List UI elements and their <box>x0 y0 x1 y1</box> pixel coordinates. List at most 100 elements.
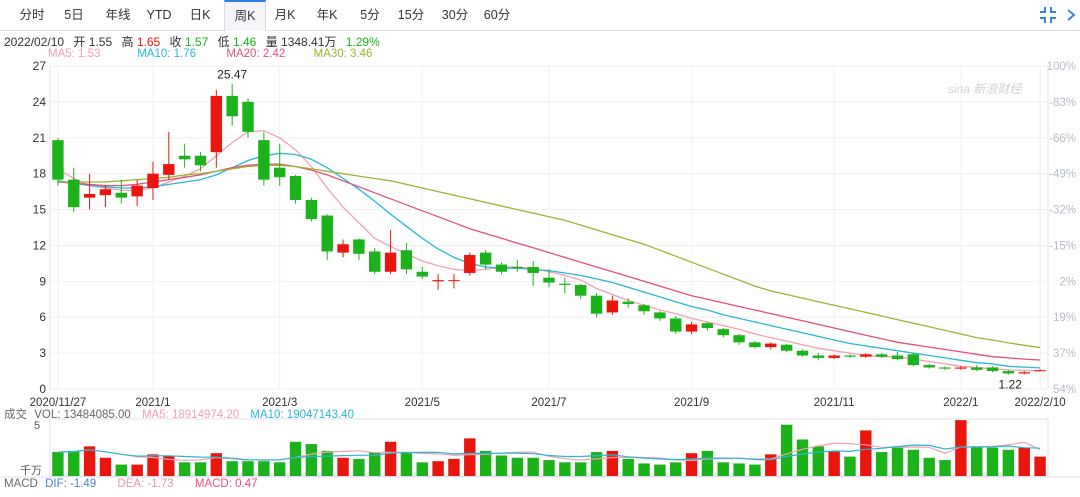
volume-bar <box>384 441 397 476</box>
volume-bar <box>844 456 856 476</box>
close-label: 收 <box>169 35 182 49</box>
open-label: 开 <box>73 35 86 49</box>
tab-11[interactable]: 60分 <box>483 8 511 22</box>
volume-bar <box>258 461 270 476</box>
price-tick-label: 24 <box>33 95 47 109</box>
candle-body <box>163 164 175 175</box>
volume-bar <box>685 453 698 476</box>
volume-bar <box>701 450 714 476</box>
candle-body <box>289 176 302 200</box>
volume-bar <box>448 458 460 476</box>
pct-tick-label: -49% <box>1049 169 1076 181</box>
tab-8[interactable]: 5分 <box>360 8 380 22</box>
candle-body <box>337 244 349 253</box>
volume-bar <box>828 450 840 476</box>
volume-bar <box>559 462 571 476</box>
tab-1[interactable]: 5日 <box>64 8 84 22</box>
macd-value: MACD: 0.47 <box>194 478 258 490</box>
volume-bar <box>939 460 951 476</box>
candle-body <box>971 367 983 370</box>
ma-line-ma30 <box>57 164 1041 349</box>
volume-bar <box>511 457 524 476</box>
candle-body <box>860 354 872 357</box>
tab-5[interactable]: 周K <box>224 0 266 31</box>
volume-bar <box>321 450 333 476</box>
candle-body <box>891 355 904 360</box>
volume-value: 1348.41万 <box>281 35 337 49</box>
volume-bar <box>194 462 207 476</box>
volume-bar <box>147 454 159 476</box>
candle-body <box>574 284 587 296</box>
volume-bar <box>289 441 302 476</box>
volume-bar <box>178 462 191 476</box>
high-value: 1.65 <box>136 35 161 49</box>
volume-legend: 成交 VOL: 13484085.00 MA5: 18914974.20 MA1… <box>4 406 354 422</box>
volume-bar <box>749 464 761 476</box>
time-tick-label: 2021/7 <box>531 397 566 409</box>
time-tick-label: 2022/2/10 <box>1014 397 1065 409</box>
candle-body <box>99 189 112 196</box>
candle-body <box>210 95 223 153</box>
candle-body <box>622 301 634 305</box>
volume-bar <box>891 446 904 476</box>
tab-7[interactable]: 年K <box>316 8 338 22</box>
candle-body <box>638 305 650 312</box>
volume-bar <box>670 462 682 476</box>
price-tick-label: 15 <box>33 203 47 217</box>
vol-value: VOL: 13484085.00 <box>34 409 131 421</box>
low-label: 低 <box>217 35 230 49</box>
tab-4[interactable]: 日K <box>189 8 211 22</box>
volume-bar <box>574 462 587 476</box>
candle-body <box>479 252 492 265</box>
volume-bar <box>796 439 809 476</box>
quote-date: 2022/02/10 <box>4 35 65 49</box>
volume-bar <box>907 449 920 476</box>
tab-2[interactable]: 年线 <box>105 8 131 22</box>
tab-9[interactable]: 15分 <box>397 8 425 22</box>
candle-body <box>131 185 143 197</box>
collapse-icon[interactable] <box>1038 5 1058 25</box>
change-value: 1.29% <box>345 35 380 49</box>
volume-bar <box>99 457 112 476</box>
volume-bar <box>115 464 127 476</box>
volume-bar <box>875 452 888 476</box>
volume-bar <box>638 463 650 476</box>
time-tick-label: 2020/11/27 <box>30 397 87 409</box>
time-tick-label: 2021/9 <box>674 397 709 409</box>
tab-6[interactable]: 月K <box>274 8 296 22</box>
chevron-right-icon[interactable] <box>1064 8 1078 22</box>
volume-bar <box>543 460 555 476</box>
candle-body <box>543 277 555 283</box>
pct-tick-label: 37% <box>1053 348 1076 360</box>
candle-body <box>432 280 444 282</box>
quote-line: 2022/02/10 开 1.55 高 1.65 收 1.57 低 1.46 量… <box>4 33 380 50</box>
pct-tick-label: 100% <box>1047 61 1076 73</box>
tab-3[interactable]: YTD <box>146 8 172 22</box>
candle-body <box>194 155 207 166</box>
price-tick-label: 21 <box>33 131 47 145</box>
volume-bar <box>971 446 983 476</box>
volume-bar <box>923 457 935 476</box>
candle-body <box>527 266 539 273</box>
ma5-legend: MA5: 1.53 <box>48 48 101 60</box>
volume-bar <box>400 452 413 476</box>
volume-bar <box>765 454 777 476</box>
volume-bar <box>83 446 96 476</box>
tab-10[interactable]: 30分 <box>441 8 469 22</box>
volume-bar <box>495 455 508 476</box>
candle-body <box>733 335 745 343</box>
volume-panel-label: 成交 <box>4 409 27 421</box>
macd-dea: DEA: -1.73 <box>117 478 174 490</box>
volume-bar <box>52 452 64 476</box>
candle-body <box>511 266 524 269</box>
candle-body <box>448 280 460 282</box>
candle-body <box>226 95 238 117</box>
price-tick-label: 9 <box>39 274 46 288</box>
price-tick-label: 6 <box>39 310 46 324</box>
volume-bar <box>68 450 80 476</box>
volume-bar <box>780 424 793 476</box>
tab-0[interactable]: 分时 <box>19 8 45 22</box>
candle-body <box>828 355 840 358</box>
volume-bar <box>163 455 175 476</box>
candle-body <box>178 155 191 160</box>
